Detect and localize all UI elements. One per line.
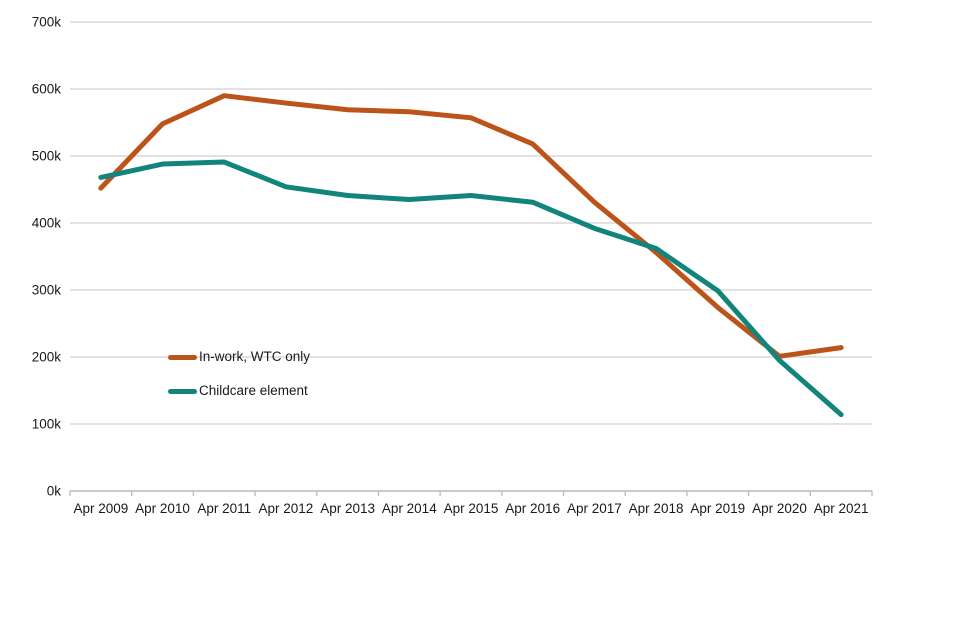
x-axis-tick-label: Apr 2020 [752,501,807,516]
y-axis-tick-label: 500k [32,149,62,164]
x-axis-tick-label: Apr 2018 [629,501,684,516]
x-axis-tick-label: Apr 2012 [259,501,314,516]
legend-item-in-work-wtc-only: In-work, WTC only [168,349,310,365]
x-axis-tick-label: Apr 2010 [135,501,190,516]
legend-label-in-work-wtc-only: In-work, WTC only [199,349,311,364]
y-axis-tick-label: 300k [32,283,62,298]
y-axis-tick-label: 700k [32,15,62,30]
legend-swatch-in-work-wtc-only [168,354,197,360]
x-axis-tick-label: Apr 2014 [382,501,437,516]
legend-swatch-childcare-element [168,388,197,394]
x-axis [69,490,873,496]
x-axis-tick-label: Apr 2017 [567,501,622,516]
y-axis-tick-label: 0k [47,484,62,499]
y-axis-tick-labels: 0k 100k 200k 300k 400k 500k 600k 700k [32,15,62,499]
legend: In-work, WTC only Childcare element [168,349,310,399]
x-axis-tick-label: Apr 2015 [444,501,499,516]
y-axis-tick-label: 600k [32,82,62,97]
x-axis-tick-label: Apr 2016 [505,501,560,516]
legend-label-childcare-element: Childcare element [199,383,308,398]
x-axis-tick-label: Apr 2019 [690,501,745,516]
y-axis-tick-label: 200k [32,350,62,365]
y-axis-tick-label: 100k [32,417,62,432]
x-axis-tick-label: Apr 2013 [320,501,375,516]
x-axis-tick-label: Apr 2009 [73,501,128,516]
y-axis-tick-label: 400k [32,216,62,231]
x-axis-tick-labels: Apr 2009 Apr 2010 Apr 2011 Apr 2012 Apr 2013… [73,501,868,516]
series-line-in-work-wtc-only [98,93,844,359]
series-line-childcare-element [98,159,844,418]
x-axis-tick-label: Apr 2021 [814,501,869,516]
legend-item-childcare-element: Childcare element [168,383,310,399]
series-lines [98,93,844,418]
gridlines [70,21,872,492]
x-axis-tick-label: Apr 2011 [197,501,251,516]
